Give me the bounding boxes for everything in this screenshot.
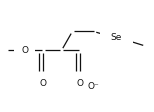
Text: O: O [77, 79, 84, 88]
Text: O: O [21, 46, 28, 55]
Text: Se: Se [111, 33, 122, 42]
Text: O: O [40, 79, 47, 88]
Text: O⁻: O⁻ [88, 82, 99, 91]
